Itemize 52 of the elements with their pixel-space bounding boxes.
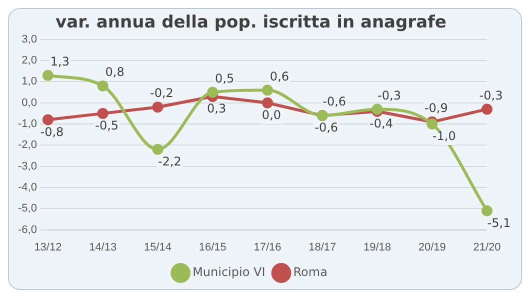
point [207,86,218,98]
data-label: -0,3 [378,88,401,102]
data-label: 0,5 [215,71,234,86]
data-label: -0,3 [479,88,503,102]
data-label: -1,0 [432,129,456,144]
point [262,97,273,108]
y-tick-label: -5,0 [18,202,37,215]
x-tick-label: 14/13 [89,241,117,254]
point [262,84,273,96]
y-tick-label: -6,0 [18,224,37,236]
point [152,102,164,113]
data-label: -0,5 [95,118,119,133]
data-label: 0,0 [262,108,282,122]
data-label: -0,2 [150,86,174,100]
data-label: 0,6 [270,69,290,84]
data-label: 0,3 [207,102,226,116]
data-label: -0,4 [370,116,393,130]
y-tick-label: 1,0 [22,76,37,88]
point [152,144,164,155]
y-tick-label: 2,0 [22,54,37,67]
y-tick-label: -2,0 [18,139,37,152]
data-label: 1,3 [50,54,70,68]
data-label: -0,6 [314,120,338,135]
data-label: -2,2 [158,154,182,169]
data-label: -0,6 [322,94,346,109]
legend-label: Roma [293,265,328,280]
y-tick-label: 3,0 [22,33,37,46]
point [42,114,54,126]
chart-title: var. annua della pop. iscritta in anagrafe [56,12,446,33]
x-tick-label: 13/12 [34,241,62,254]
x-tick-label: 17/16 [254,241,282,254]
legend-label: Municipio VI [192,265,266,280]
x-tick-label: 21/20 [473,241,501,254]
x-tick-label: 19/18 [363,241,392,254]
x-tick-label: 20/19 [418,241,446,254]
point [482,205,492,216]
y-tick-label: -4,0 [18,182,37,194]
data-label: -0,9 [424,101,448,116]
data-label: -5,1 [487,216,511,230]
data-label: -0,8 [40,124,64,139]
point [97,80,108,92]
point [426,118,438,130]
point [42,70,54,81]
y-tick-label: -3,0 [18,160,37,172]
data-label: 0,8 [105,65,124,80]
point [97,108,108,119]
y-tick-label: 0,0 [22,96,37,109]
x-tick-label: 18/17 [308,241,336,254]
point [482,104,492,115]
y-tick-label: -1,0 [18,118,37,130]
x-tick-label: 15/14 [144,241,172,254]
x-tick-label: 16/15 [198,241,226,254]
